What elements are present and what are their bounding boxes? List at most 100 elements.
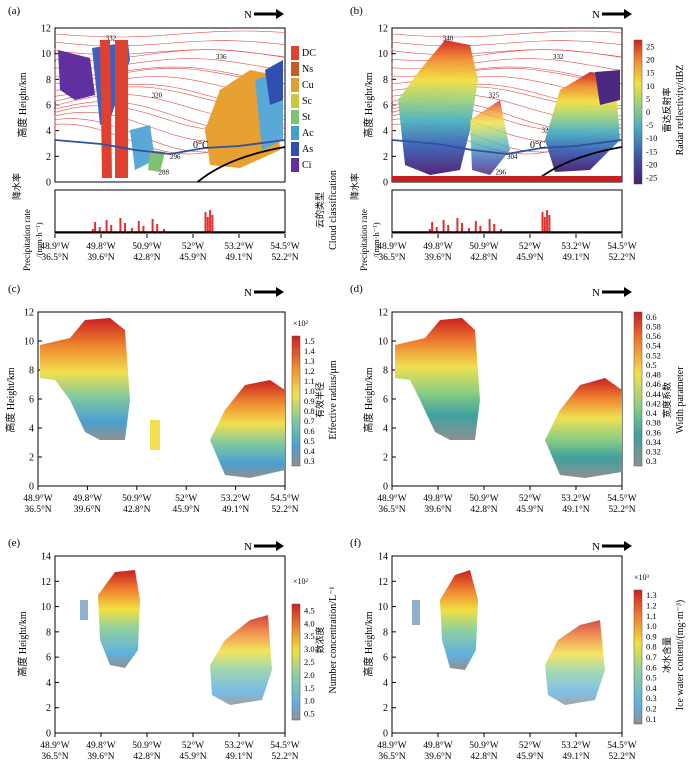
- x-tick-label-lon: 52°W: [519, 493, 541, 504]
- north-arrow-icon: [276, 287, 284, 297]
- y-tick-label: 2: [46, 152, 51, 163]
- x-tick-label-lat: 45.9°N: [516, 504, 543, 515]
- legend-label: Ci: [302, 160, 312, 171]
- colorbar-tick-label: 0.3: [646, 693, 657, 703]
- precip-label-cn: 降水率: [349, 173, 360, 200]
- colorbar-tick-label: 1.1: [304, 376, 315, 386]
- precip-label-en: Precipitation rate: [359, 209, 369, 271]
- x-tick-label-lat: 45.9°N: [516, 252, 543, 263]
- colorbar-tick-label: 0.6: [646, 662, 657, 672]
- precip-bar: [461, 223, 463, 233]
- colorbar-title-cn: 数浓度: [314, 626, 325, 653]
- x-tick-label-lat: 39.6°N: [424, 504, 451, 515]
- y-tick-label: 6: [383, 101, 388, 112]
- colorbar-f: [633, 589, 643, 725]
- y-tick-label: 4: [46, 678, 51, 689]
- y-axis-label: 高度 Height/km: [362, 72, 375, 137]
- legend-label: As: [302, 144, 313, 155]
- x-tick-label-lon: 49.8°W: [86, 740, 115, 751]
- panel-tag: (b): [350, 5, 363, 17]
- x-tick-label-lat: 49.1°N: [562, 252, 589, 263]
- contour-label: 325: [489, 91, 500, 99]
- precip-bar: [137, 221, 140, 233]
- colorbar-tick-label: 1.2: [304, 366, 315, 376]
- y-tick-label: 10: [378, 602, 388, 613]
- y-tick-label: 0: [383, 178, 388, 189]
- precip-bar: [105, 220, 108, 233]
- y-tick-label: 12: [41, 24, 51, 35]
- y-tick-label: 10: [41, 49, 51, 60]
- x-tick-label-lon: 50.9°W: [469, 740, 498, 751]
- colorbar-scale: ×10³: [634, 573, 650, 582]
- y-axis-label: 高度 Height/km: [362, 367, 375, 432]
- x-tick-label-lat: 39.6°N: [424, 751, 451, 762]
- colorbar-tick-label: 0.4: [304, 446, 315, 456]
- north-label: N: [592, 541, 600, 553]
- x-tick-label-lat: 45.9°N: [179, 252, 206, 263]
- y-tick-label: 2: [29, 453, 34, 464]
- contour-label: 336: [216, 53, 227, 61]
- x-tick-label-lat: 39.6°N: [424, 252, 451, 263]
- contour-label: 320: [542, 127, 553, 135]
- x-tick-label-lon: 52°W: [182, 241, 204, 252]
- effective-radius-cell: [150, 420, 160, 450]
- legend-title-en: Cloud classification: [328, 170, 339, 250]
- panel-tag: (c): [8, 283, 21, 295]
- x-tick-label-lat: 52.2°N: [271, 504, 298, 515]
- precip-bar: [474, 221, 477, 233]
- theta-contour: [391, 49, 623, 61]
- precip-unit: /(mm·h⁻¹): [34, 222, 44, 258]
- x-tick-label-lat: 36.5°N: [41, 252, 68, 263]
- colorbar-tick-label: -15: [646, 146, 657, 156]
- x-tick-label-lon: 49.8°W: [73, 493, 102, 504]
- x-tick-label-lon: 48.9°W: [40, 241, 69, 252]
- y-tick-label: 8: [29, 366, 34, 377]
- colorbar-tick-label: -20: [646, 159, 657, 169]
- colorbar-tick-label: 0.7: [304, 416, 315, 426]
- legend-swatch: [291, 126, 299, 140]
- reflectivity-region-1: [398, 40, 478, 175]
- y-tick-label: 0: [46, 729, 51, 740]
- number-concentration-cell: [80, 600, 88, 620]
- colorbar-title-en: Ice water content/(mg·m⁻³): [675, 600, 686, 710]
- colorbar-tick-label: 25: [646, 42, 655, 52]
- ice-water-cloud-2: [545, 620, 605, 705]
- y-tick-label: 12: [378, 577, 388, 588]
- colorbar-tick-label: 10: [646, 81, 655, 91]
- colorbar-title-cn: 有效半径: [314, 382, 325, 418]
- x-tick-label-lon: 53.2°W: [561, 241, 590, 252]
- precip-bar: [130, 228, 133, 233]
- x-tick-label-lon: 54.5°W: [607, 241, 636, 252]
- precip-bar: [435, 227, 438, 233]
- effective-radius-cloud-1: [40, 318, 130, 440]
- x-tick-label-lon: 48.9°W: [377, 740, 406, 751]
- y-tick-label: 8: [383, 75, 388, 86]
- precip-bar: [151, 219, 154, 233]
- x-tick-label-lat: 42.8°N: [123, 504, 150, 515]
- x-tick-label-lat: 42.8°N: [470, 751, 497, 762]
- precip-bar: [546, 210, 549, 233]
- contour-label: 332: [106, 34, 117, 42]
- colorbar-scale: ×10²: [293, 577, 309, 586]
- x-tick-label-lat: 36.5°N: [378, 751, 405, 762]
- y-tick-label: 6: [383, 395, 388, 406]
- precip-bar: [541, 212, 544, 233]
- theta-contour: [391, 30, 623, 38]
- x-tick-label-lon: 54.5°W: [270, 493, 299, 504]
- colorbar-tick-label: 1.3: [646, 590, 657, 600]
- x-tick-label-lat: 36.5°N: [378, 252, 405, 263]
- x-tick-label-lon: 54.5°W: [607, 493, 636, 504]
- colorbar-tick-label: 2.5: [304, 657, 315, 667]
- legend-label: DC: [302, 48, 316, 59]
- colorbar-tick-label: 0.6: [304, 426, 315, 436]
- north-arrow-icon: [624, 9, 632, 19]
- precip-bar: [204, 212, 207, 233]
- legend-label: St: [302, 112, 311, 123]
- freezing-level-label: 0°C: [193, 140, 209, 151]
- colorbar-tick-label: 0.5: [646, 673, 657, 683]
- colorbar-tick-label: 3.0: [304, 644, 315, 654]
- precip-bar: [488, 219, 491, 233]
- x-tick-label-lat: 45.9°N: [516, 751, 543, 762]
- x-tick-label-lat: 39.6°N: [87, 252, 114, 263]
